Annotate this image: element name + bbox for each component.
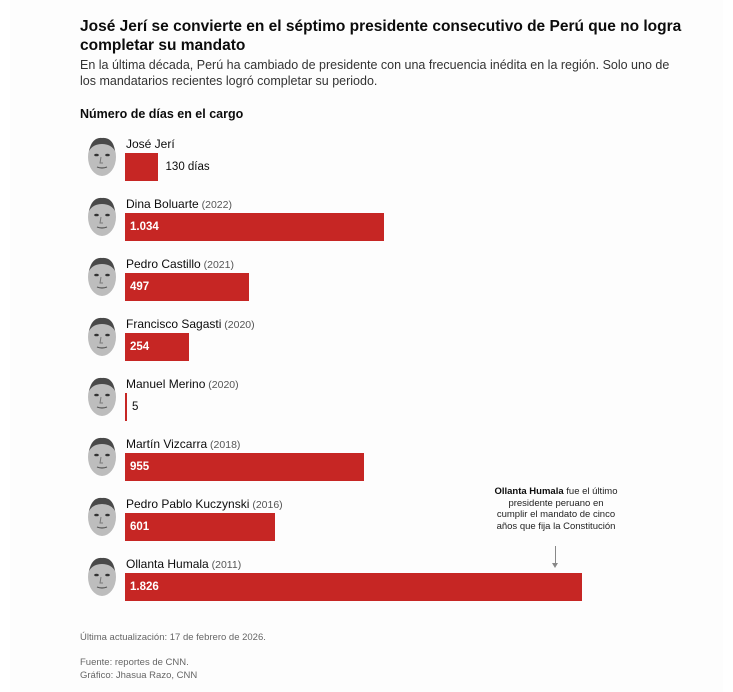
- bar-value-label: 1.826: [130, 581, 159, 593]
- annotation-text: fue el último presidente peruano en cump…: [496, 486, 618, 532]
- axis-label: Número de días en el cargo: [80, 107, 244, 121]
- bar-value-label: 955: [130, 461, 150, 473]
- annotation-bold: Ollanta Humala: [494, 486, 564, 497]
- term-start-year: (2018): [207, 439, 241, 451]
- bar-row: Pedro Castillo (2021) 497: [0, 253, 733, 313]
- bar-row: José Jerí 130 días: [0, 133, 733, 193]
- bar-row: Manuel Merino (2020) 5: [0, 373, 733, 433]
- bar: [125, 273, 250, 301]
- bar-value-label: 254: [130, 341, 150, 353]
- president-name-text: José Jerí: [126, 137, 175, 151]
- portrait-icon: [84, 135, 120, 179]
- portrait-icon: [84, 195, 120, 239]
- term-start-year: (2020): [221, 319, 255, 331]
- term-start-year: (2020): [205, 379, 239, 391]
- bar-value-label: 497: [130, 281, 150, 293]
- annotation-arrow-line: [555, 546, 556, 566]
- term-start-year: (2021): [200, 259, 234, 271]
- footer-source: Fuente: reportes de CNN.: [80, 657, 189, 668]
- bar: [125, 153, 158, 181]
- president-name: Ollanta Humala (2011): [126, 557, 241, 571]
- bar-row: Pedro Pablo Kuczynski (2016) 601: [0, 493, 733, 553]
- portrait-icon: [84, 555, 120, 599]
- bar-row: Martín Vizcarra (2018) 955: [0, 433, 733, 493]
- portrait-icon: [84, 495, 120, 539]
- annotation-arrow-icon: [552, 563, 558, 568]
- president-name-text: Dina Boluarte: [126, 197, 199, 211]
- bar-value-label: 130 días: [165, 161, 210, 173]
- bar-value-label: 5: [132, 401, 139, 413]
- humala-annotation: Ollanta Humala fue el último presidente …: [492, 486, 620, 532]
- president-name: Martín Vizcarra (2018): [126, 437, 240, 451]
- president-name: José Jerí: [126, 137, 175, 151]
- term-start-year: (2011): [208, 559, 242, 571]
- president-name-text: Pedro Pablo Kuczynski: [126, 497, 250, 511]
- term-start-year: (2016): [249, 499, 283, 511]
- bar-value-label: 601: [130, 521, 150, 533]
- portrait-icon: [84, 255, 120, 299]
- president-name: Manuel Merino (2020): [126, 377, 239, 391]
- bar: [125, 333, 189, 361]
- bar: [125, 213, 384, 241]
- bar-value-label: 1.034: [130, 221, 159, 233]
- portrait-icon: [84, 315, 120, 359]
- footer-credit: Gráfico: Jhasua Razo, CNN: [80, 670, 198, 681]
- footer-updated: Última actualización: 17 de febrero de 2…: [80, 632, 266, 643]
- bar: [125, 453, 364, 481]
- bar: [125, 393, 127, 421]
- president-name: Francisco Sagasti (2020): [126, 317, 255, 331]
- president-name-text: Manuel Merino: [126, 377, 206, 391]
- president-name-text: Ollanta Humala: [126, 557, 209, 571]
- bar: [125, 513, 276, 541]
- president-name: Pedro Castillo (2021): [126, 257, 234, 271]
- portrait-icon: [84, 375, 120, 419]
- president-name: Pedro Pablo Kuczynski (2016): [126, 497, 283, 511]
- term-start-year: (2022): [198, 199, 232, 211]
- president-name-text: Francisco Sagasti: [126, 317, 222, 331]
- bar: [125, 573, 582, 601]
- bar-row: Francisco Sagasti (2020) 254: [0, 313, 733, 373]
- president-name-text: Pedro Castillo: [126, 257, 201, 271]
- chart-subtitle: En la última década, Perú ha cambiado de…: [80, 58, 670, 88]
- president-name: Dina Boluarte (2022): [126, 197, 232, 211]
- portrait-icon: [84, 435, 120, 479]
- bar-row: Dina Boluarte (2022) 1.034: [0, 193, 733, 253]
- chart-title: José Jerí se convierte en el séptimo pre…: [80, 18, 682, 54]
- bar-row: Ollanta Humala (2011) 1.826: [0, 553, 733, 613]
- president-name-text: Martín Vizcarra: [126, 437, 208, 451]
